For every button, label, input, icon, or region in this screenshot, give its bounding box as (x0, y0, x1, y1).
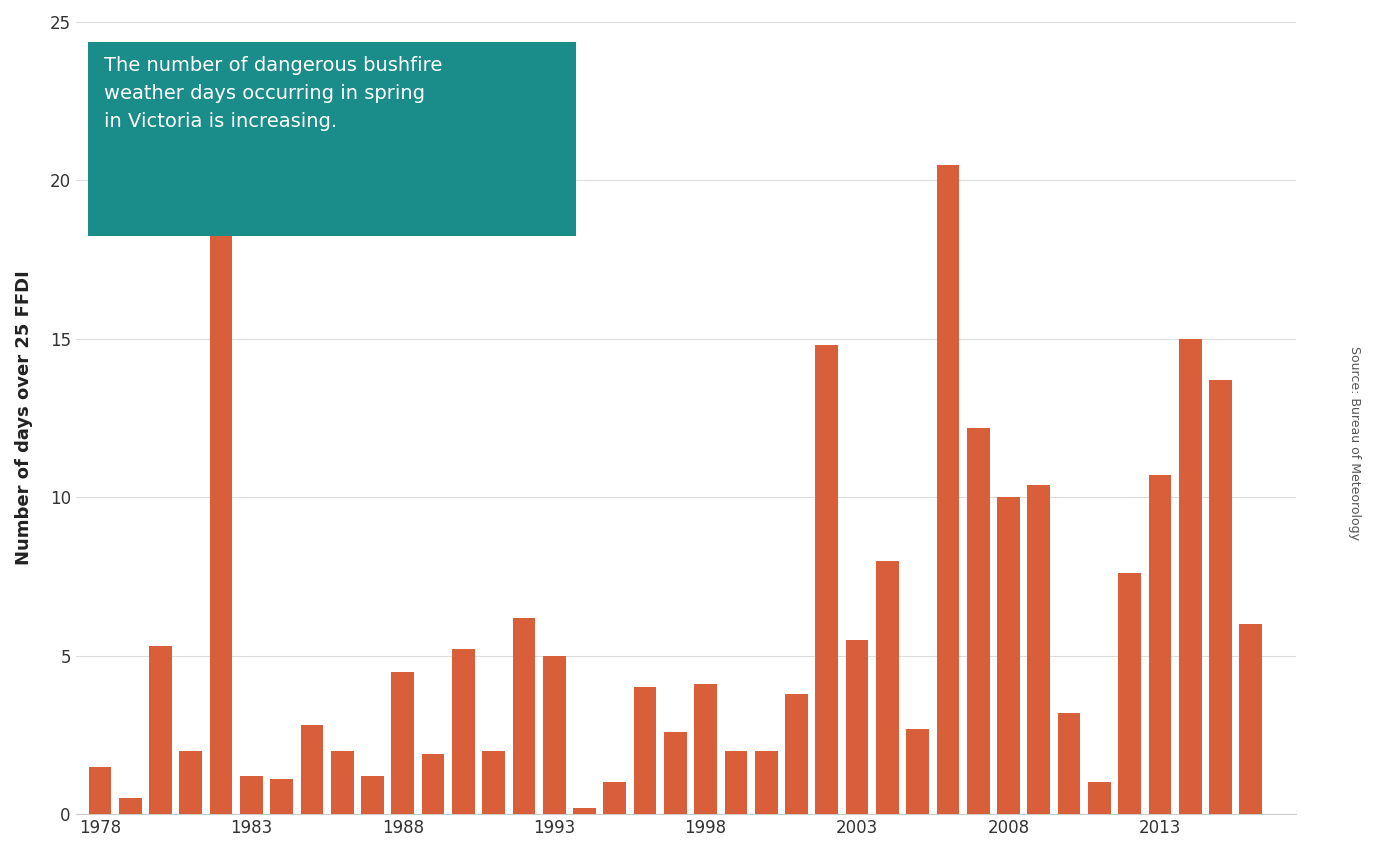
Bar (210, 222, 232, 815)
Bar (240, 776, 262, 815)
Bar (150, 646, 172, 815)
Bar (1149, 475, 1171, 815)
Bar (876, 561, 899, 815)
Bar (1027, 485, 1050, 815)
Bar (180, 751, 202, 815)
Bar (301, 725, 323, 815)
Bar (391, 671, 415, 815)
Bar (482, 751, 505, 815)
Bar (1118, 573, 1141, 815)
Bar (422, 754, 445, 815)
Bar (1210, 380, 1232, 815)
Bar (1057, 713, 1081, 815)
Text: The number of dangerous bushfire
weather days occurring in spring
in Victoria is: The number of dangerous bushfire weather… (104, 56, 442, 131)
Bar (452, 649, 475, 815)
Bar (846, 640, 868, 815)
Bar (1179, 339, 1201, 815)
Bar (542, 656, 566, 815)
Bar (725, 751, 747, 815)
Bar (331, 751, 353, 815)
Bar (361, 776, 384, 815)
Bar (967, 428, 990, 815)
Bar (906, 728, 930, 815)
Bar (88, 767, 111, 815)
Bar (512, 618, 535, 815)
Bar (634, 688, 656, 815)
Bar (695, 684, 717, 815)
FancyBboxPatch shape (88, 42, 577, 236)
Bar (785, 694, 807, 815)
Bar (997, 498, 1020, 815)
Bar (1087, 782, 1111, 815)
Bar (1240, 624, 1262, 815)
Bar (270, 780, 292, 815)
Bar (936, 164, 960, 815)
Bar (665, 732, 686, 815)
Text: Source: Bureau of Meteorology: Source: Bureau of Meteorology (1348, 346, 1361, 540)
Bar (119, 798, 141, 815)
Y-axis label: Number of days over 25 FFDI: Number of days over 25 FFDI (15, 271, 33, 566)
Bar (573, 808, 596, 815)
Bar (816, 345, 838, 815)
Bar (603, 782, 626, 815)
Bar (755, 751, 777, 815)
